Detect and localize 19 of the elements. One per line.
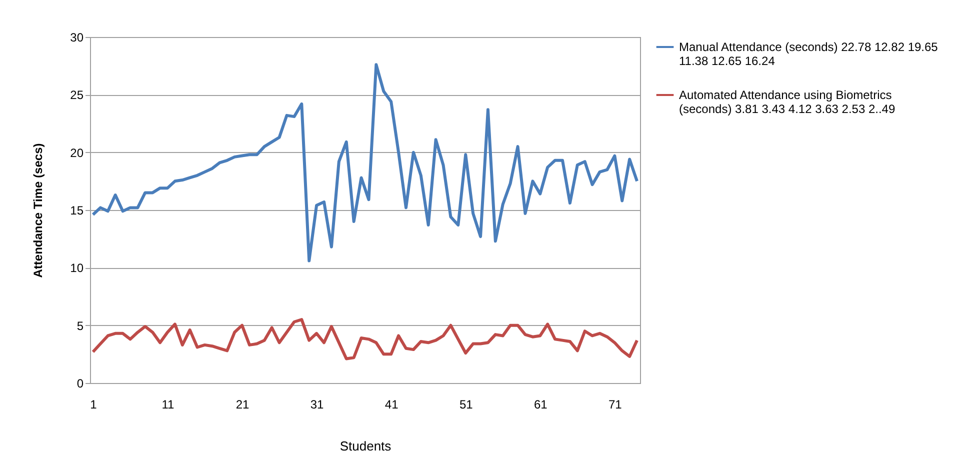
- x-tick-label: 1: [90, 398, 98, 412]
- legend-label: Manual Attendance (seconds) 22.78 12.82 19.65 11.38 12.65 16.24: [679, 40, 938, 68]
- y-tick-label: 30: [70, 30, 84, 44]
- y-tick-label: 10: [70, 261, 84, 276]
- x-tick-label: 21: [236, 398, 250, 412]
- legend-label: Automated Attendance using Biometrics (seconds) 3.81 3.43 4.12 3.63 2.53 2..49: [679, 88, 896, 116]
- x-tick-label: 51: [459, 398, 474, 412]
- x-tick-label: 11: [162, 398, 175, 412]
- y-tick-label: 25: [70, 88, 84, 102]
- y-tick-label: 20: [70, 146, 84, 160]
- y-tick-label: 0: [76, 376, 84, 390]
- x-tick-label: 31: [310, 398, 324, 412]
- y-tick-label: 15: [70, 204, 84, 218]
- x-tick-label: 71: [608, 398, 622, 412]
- x-tick-label: 61: [534, 398, 548, 412]
- y-tick-label: 5: [76, 318, 84, 333]
- y-axis-title: Attendance Time (secs): [31, 143, 46, 278]
- x-axis-title: Students: [340, 438, 392, 454]
- x-tick-label: 41: [384, 398, 399, 412]
